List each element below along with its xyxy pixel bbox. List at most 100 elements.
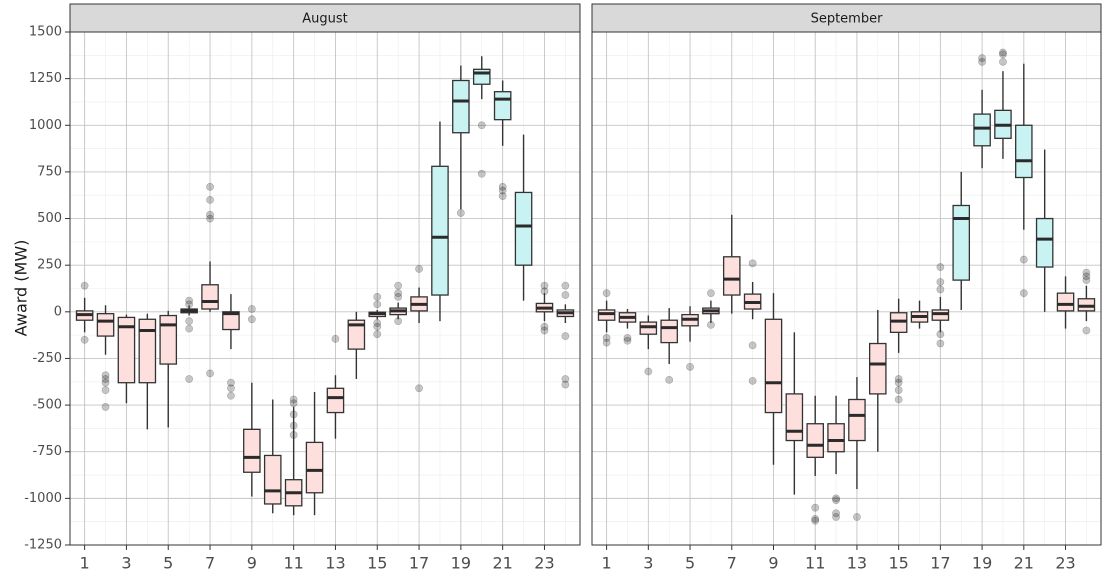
- x-tick-label: 3: [643, 554, 653, 573]
- x-tick-label: 5: [685, 554, 695, 573]
- outlier-point: [811, 516, 820, 525]
- box-body: [326, 387, 345, 414]
- outlier-point: [289, 399, 298, 408]
- x-tick-label: 15: [888, 554, 908, 573]
- outlier-point: [101, 386, 110, 395]
- x-tick-label: 23: [1055, 554, 1075, 573]
- outlier-point: [561, 380, 570, 389]
- outlier-point: [1082, 276, 1091, 285]
- box-hour-18: [952, 171, 971, 310]
- outlier-point: [373, 330, 382, 339]
- outlier-point: [540, 281, 549, 290]
- outlier-point: [206, 369, 214, 378]
- outlier-point: [80, 281, 89, 290]
- box-hour-21: [493, 80, 512, 201]
- outlier-point: [894, 375, 903, 383]
- outlier-point: [811, 514, 820, 523]
- outlier-point: [602, 334, 611, 342]
- box-hour-20: [994, 48, 1012, 159]
- box-body: [222, 311, 240, 331]
- box-hour-1: [75, 281, 94, 344]
- facet-strip-label: September: [811, 12, 884, 27]
- box-hour-10: [263, 399, 282, 514]
- outlier-point: [686, 362, 694, 371]
- box-hour-2: [618, 309, 637, 345]
- x-tick-label: 3: [121, 554, 131, 573]
- facet-strip: [591, 3, 1102, 33]
- outlier-point: [894, 386, 903, 395]
- facet-strip: [69, 3, 581, 33]
- box-hour-11: [806, 395, 824, 525]
- outlier-point: [247, 305, 256, 313]
- outlier-point: [101, 375, 110, 383]
- outlier-point: [206, 214, 214, 223]
- box-hour-13: [848, 377, 866, 521]
- outlier-point: [498, 182, 507, 191]
- outlier-point: [185, 375, 194, 383]
- box-body: [243, 428, 261, 473]
- box-hour-9: [243, 305, 261, 497]
- box-hour-4: [660, 308, 678, 384]
- box-hour-2: [96, 305, 115, 411]
- outlier-point: [748, 259, 757, 268]
- outlier-point: [101, 371, 110, 380]
- x-tick-label: 9: [768, 554, 778, 573]
- panel-border: [69, 31, 581, 546]
- x-tick-label: 13: [325, 554, 345, 573]
- outlier-point: [415, 265, 423, 273]
- box-body: [431, 165, 449, 296]
- box-hour-15: [368, 292, 387, 339]
- x-tick-label: 13: [847, 554, 867, 573]
- outlier-point: [832, 496, 840, 505]
- outlier-point: [540, 326, 549, 335]
- outlier-point: [936, 339, 945, 348]
- x-tick-label: 17: [409, 554, 429, 573]
- outlier-point: [832, 509, 840, 518]
- x-tick-label: 5: [163, 554, 173, 573]
- box-hour-24: [556, 281, 575, 389]
- outlier-point: [978, 54, 986, 63]
- y-tick-label: -500: [32, 398, 62, 413]
- box-body: [452, 79, 470, 134]
- box-body: [869, 342, 887, 395]
- box-body: [1035, 217, 1054, 268]
- outlier-point: [80, 335, 89, 344]
- outlier-point: [978, 57, 986, 66]
- box-hour-17: [931, 263, 950, 348]
- outlier-point: [185, 324, 194, 333]
- outlier-point: [644, 367, 653, 376]
- box-hour-23: [1056, 276, 1075, 329]
- y-tick-label: -1250: [24, 538, 62, 553]
- box-hour-6: [702, 289, 720, 329]
- box-body: [827, 423, 845, 453]
- outlier-point: [832, 494, 840, 503]
- outlier-point: [477, 121, 486, 130]
- outlier-point: [373, 300, 382, 309]
- outlier-point: [289, 395, 298, 404]
- outlier-point: [1019, 255, 1028, 264]
- facet-strip-label: August: [302, 12, 348, 27]
- panel-border: [591, 31, 1102, 546]
- outlier-point: [498, 186, 507, 195]
- box-body: [1056, 292, 1075, 312]
- box-hour-7: [201, 182, 219, 378]
- y-tick-label: 250: [37, 258, 62, 273]
- box-body: [159, 314, 178, 365]
- box-hour-13: [326, 334, 345, 439]
- outlier-point: [394, 292, 403, 301]
- box-hour-16: [389, 281, 407, 326]
- outlier-point: [894, 395, 903, 404]
- box-hour-18: [431, 121, 449, 322]
- x-tick-label: 1: [602, 554, 612, 573]
- x-tick-label: 15: [367, 554, 387, 573]
- box-hour-3: [117, 314, 136, 404]
- x-tick-label: 23: [534, 554, 554, 573]
- x-tick-label: 1: [80, 554, 90, 573]
- outlier-point: [185, 317, 194, 326]
- box-hour-22: [514, 134, 533, 301]
- outlier-point: [853, 513, 861, 521]
- box-body: [806, 423, 824, 458]
- y-tick-label: -250: [32, 351, 62, 366]
- outlier-point: [748, 341, 757, 350]
- outlier-point: [185, 296, 194, 305]
